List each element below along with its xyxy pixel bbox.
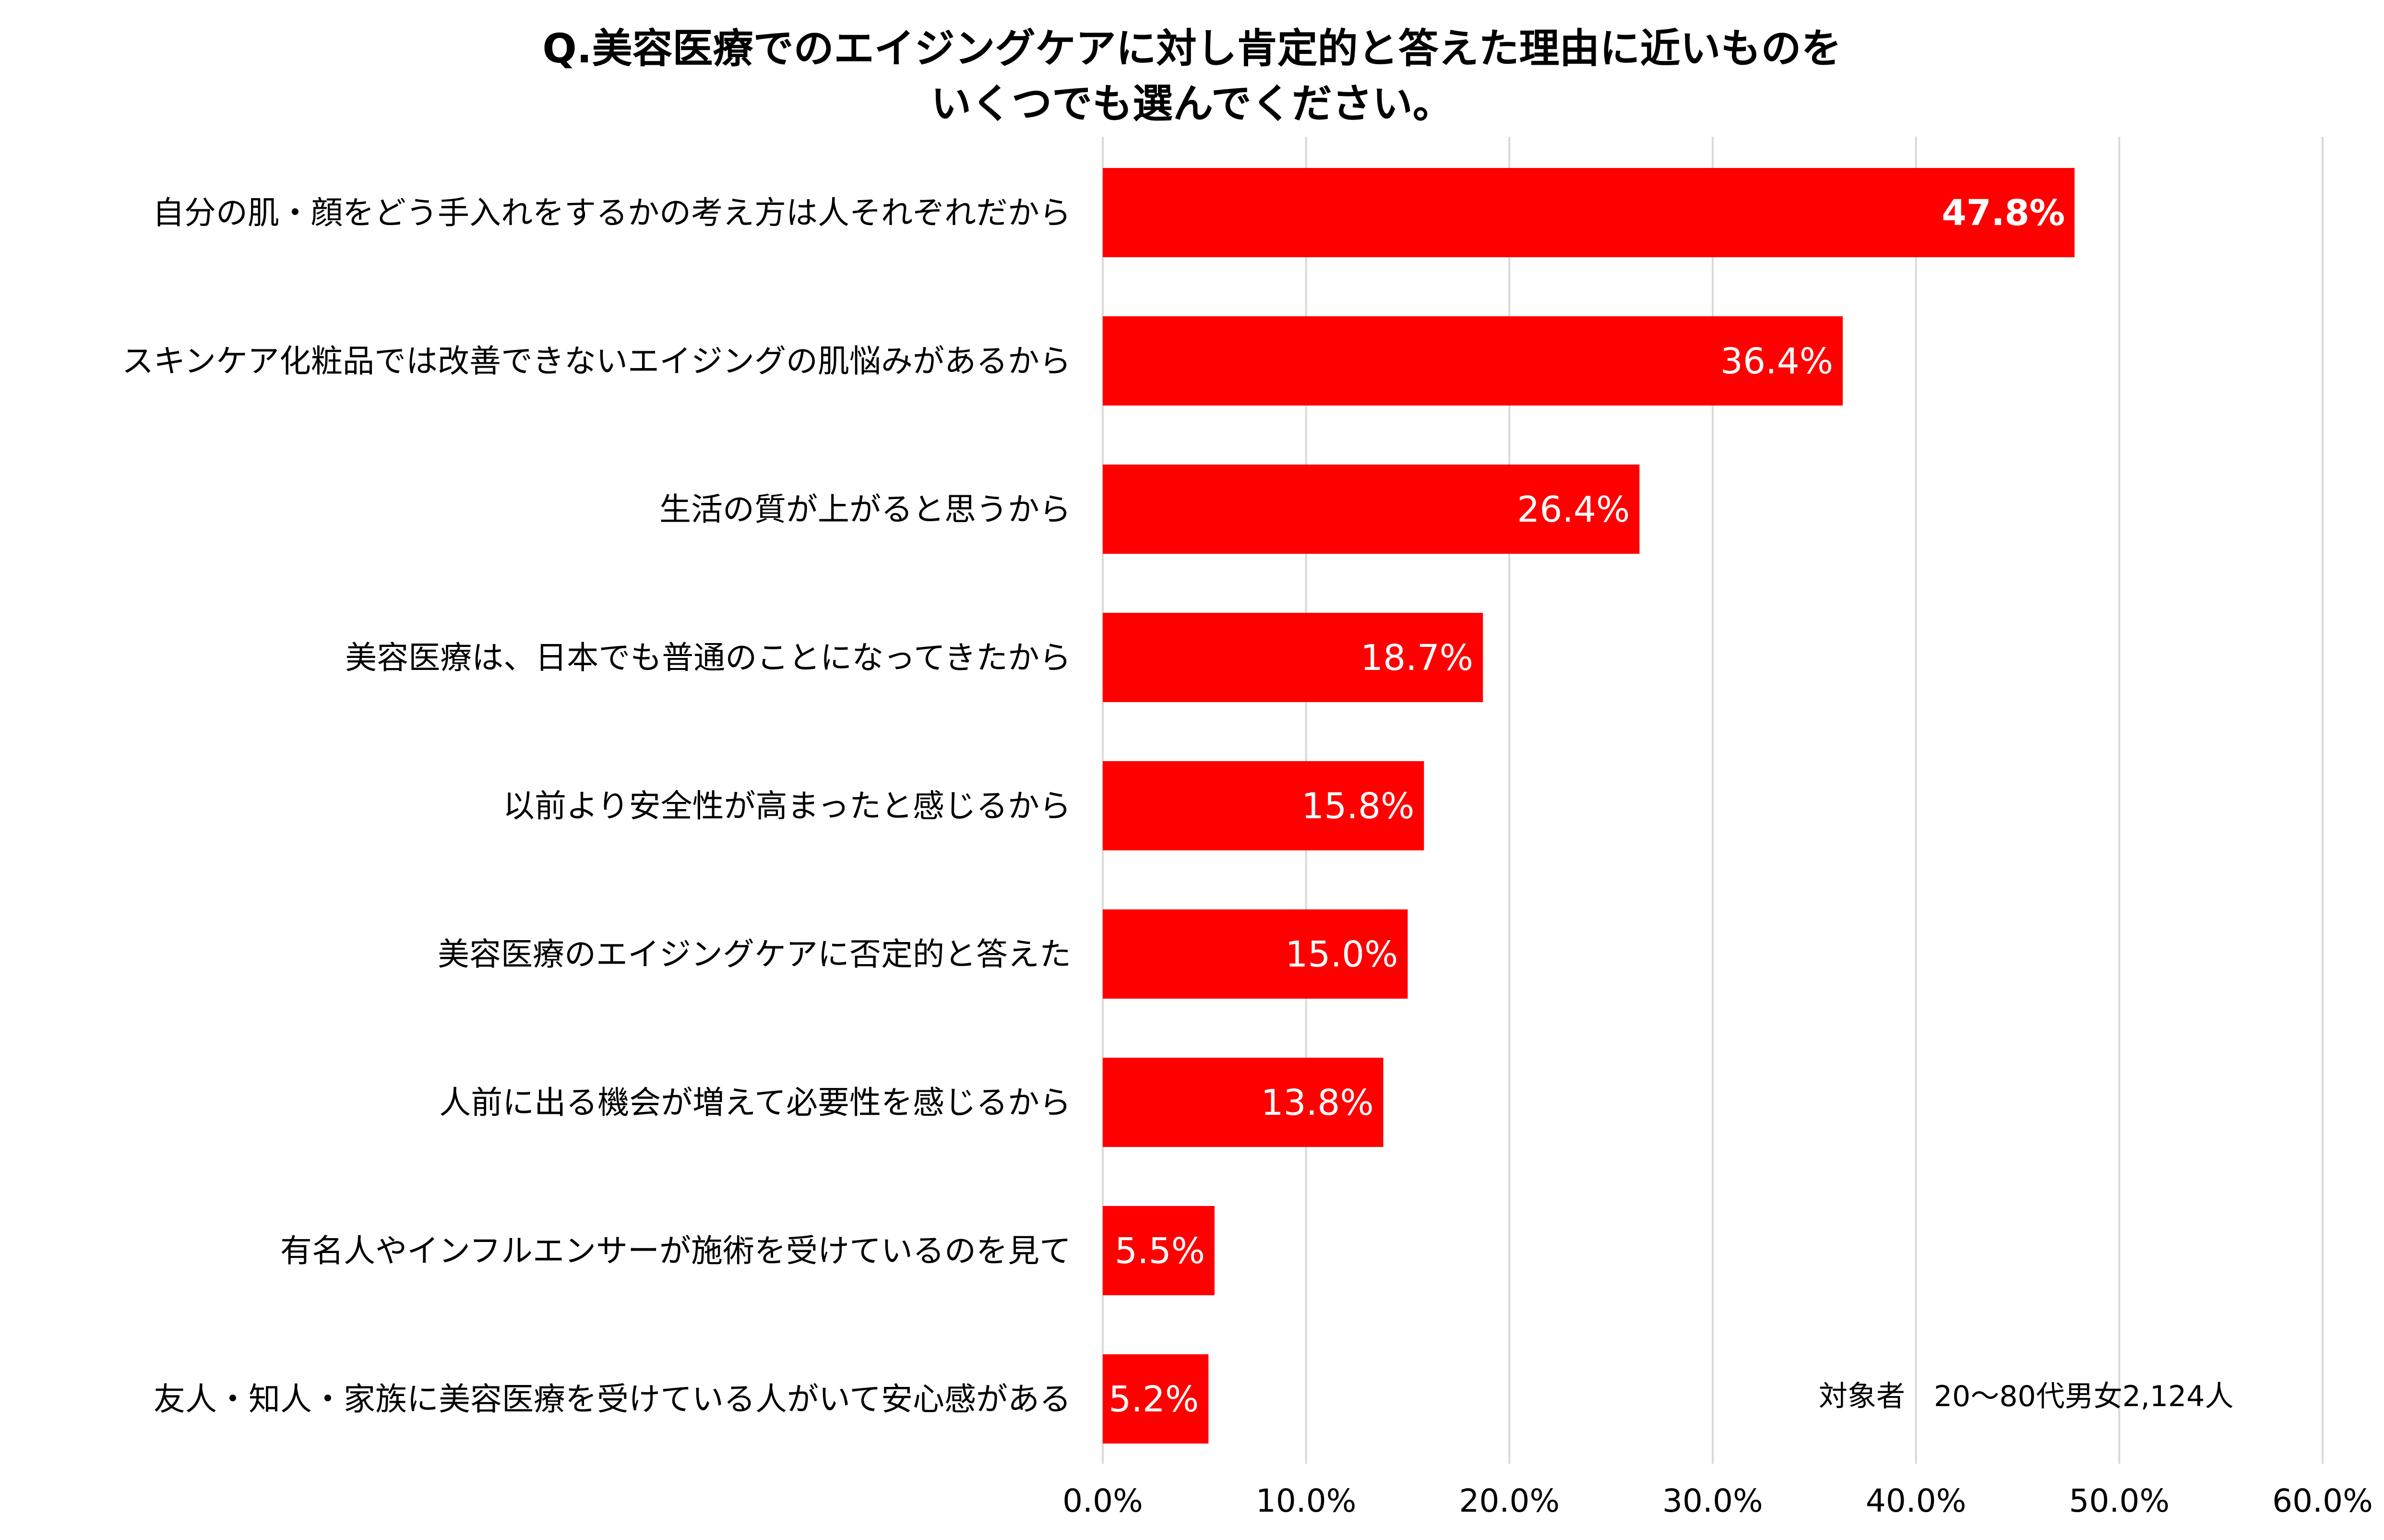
- category-label: 人前に出る機会が増えて必要性を感じるから: [439, 1084, 1071, 1121]
- chart-title-line-1: Q.美容医療でのエイジングケアに対し肯定的と答えた理由に近いものを: [542, 25, 1841, 72]
- category-label: スキンケア化粧品では改善できないエイジングの肌悩みがあるから: [122, 343, 1071, 380]
- bar: [1103, 761, 1424, 850]
- data-label: 18.7%: [1360, 637, 1473, 679]
- data-label: 5.2%: [1109, 1379, 1199, 1420]
- x-tick-label: 30.0%: [1662, 1482, 1763, 1519]
- data-label: 47.8%: [1942, 192, 2065, 234]
- x-tick-label: 10.0%: [1256, 1482, 1357, 1519]
- data-label: 15.0%: [1285, 934, 1398, 975]
- bar: [1103, 168, 2075, 257]
- bar: [1103, 1354, 1209, 1444]
- category-label: 友人・知人・家族に美容医療を受けている人がいて安心感がある: [154, 1381, 1071, 1418]
- bar: [1103, 316, 1843, 406]
- category-label: 以前より安全性が高まったと感じるから: [503, 788, 1071, 824]
- x-tick-label: 40.0%: [1866, 1482, 1967, 1519]
- category-label: 有名人やインフルエンサーが施術を受けているのを見て: [280, 1232, 1071, 1269]
- x-axis-tick-labels: 0.0% 10.0% 20.0% 30.0% 40.0% 50.0% 60.0%: [1062, 1482, 2373, 1519]
- data-label: 15.8%: [1301, 786, 1414, 827]
- data-label: 5.5%: [1115, 1230, 1205, 1272]
- bar: [1103, 1206, 1215, 1295]
- data-label: 36.4%: [1720, 341, 1833, 382]
- bar: [1103, 909, 1408, 999]
- bar: [1103, 613, 1483, 702]
- chart-title-line-2: いくつでも選んでください。: [931, 80, 1453, 127]
- category-label: 生活の質が上がると思うから: [659, 491, 1071, 528]
- category-label: 自分の肌・顔をどう手入れをするかの考え方は人それぞれだから: [153, 194, 1071, 231]
- data-label: 13.8%: [1261, 1082, 1374, 1123]
- respondent-note: 対象者 20〜80代男女2,124人: [1819, 1380, 2233, 1413]
- x-tick-label: 50.0%: [2069, 1482, 2169, 1519]
- category-label: 美容医療は、日本でも普通のことになってきたから: [345, 639, 1071, 676]
- data-label: 26.4%: [1517, 489, 1630, 530]
- x-tick-label: 20.0%: [1459, 1482, 1560, 1519]
- category-label: 美容医療のエイジングケアに否定的と答えた: [438, 936, 1071, 973]
- bar: [1103, 465, 1640, 554]
- x-tick-label: 60.0%: [2272, 1482, 2373, 1519]
- data-labels: 47.8% 36.4% 26.4% 18.7% 15.8% 15.0% 13.8% 5.5% 5…: [1109, 192, 2065, 1420]
- bar: [1103, 1058, 1383, 1147]
- category-labels: 自分の肌・顔をどう手入れをするかの考え方は人それぞれだからスキンケア化粧品では改…: [122, 194, 1071, 1418]
- bars: [1103, 168, 2075, 1444]
- x-tick-label: 0.0%: [1062, 1482, 1143, 1519]
